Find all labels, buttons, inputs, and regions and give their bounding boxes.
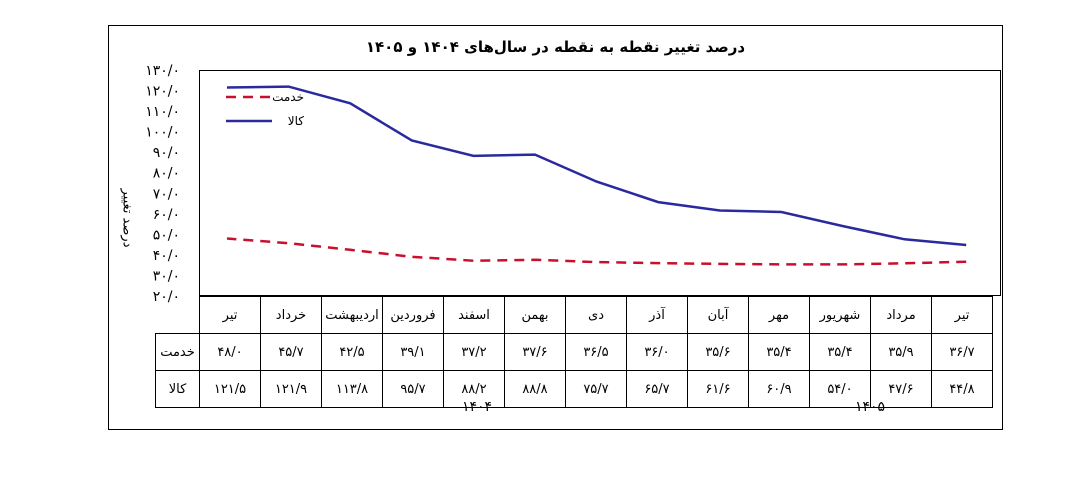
y-axis-label: درصد تغییر xyxy=(119,188,135,248)
table-value-cell: ۴۵/۷ xyxy=(260,333,322,371)
table-value-cell: ۱۱۳/۸ xyxy=(321,370,383,408)
table-month-cell: خرداد xyxy=(260,296,322,334)
table-row-months: تیر مرداد شهریور مهر آبان آذر دی بهمن اسفند فرورد… xyxy=(156,296,993,334)
table-month-cell: مهر xyxy=(748,296,810,334)
table-value-cell: ۳۵/۴ xyxy=(809,333,871,371)
plot-area xyxy=(199,70,1001,296)
table-value-cell: ۴۸/۰ xyxy=(199,333,261,371)
y-tick-label: ۱۲۰/۰ xyxy=(145,84,180,100)
table-month-cell: آبان xyxy=(687,296,749,334)
table-row-header: خدمت xyxy=(155,333,200,371)
table-value-cell: ۴۲/۵ xyxy=(321,333,383,371)
table-month-cell: آذر xyxy=(626,296,688,334)
table-value-cell: ۱۲۱/۵ xyxy=(199,370,261,408)
table-value-cell: ۳۶/۰ xyxy=(626,333,688,371)
year-label-1404: ۱۴۰۴ xyxy=(462,399,493,415)
table-value-cell: ۵۴/۰ xyxy=(809,370,871,408)
y-tick-label: ۱۰۰/۰ xyxy=(145,125,180,141)
y-tick-label: ۸۰/۰ xyxy=(153,166,180,182)
table-month-cell: شهریور xyxy=(809,296,871,334)
y-tick-label: ۱۱۰/۰ xyxy=(145,104,180,120)
chart-frame xyxy=(108,25,1003,430)
y-tick-label: ۳۰/۰ xyxy=(153,268,180,284)
table-value-cell: ۳۵/۹ xyxy=(870,333,932,371)
table-value-cell: ۴۴/۸ xyxy=(931,370,993,408)
table-value-cell: ۳۹/۱ xyxy=(382,333,444,371)
data-table: تیر مرداد شهریور مهر آبان آذر دی بهمن اسفند فرورد… xyxy=(155,296,993,408)
table-value-cell: ۶۰/۹ xyxy=(748,370,810,408)
chart-title: درصد تغییر نقطه به نقطه در سال‌های ۱۴۰۴ … xyxy=(365,38,746,56)
table-month-cell: دی xyxy=(565,296,627,334)
y-tick-label: ۹۰/۰ xyxy=(153,145,180,161)
table-value-cell: ۸۸/۸ xyxy=(504,370,566,408)
y-tick-label: ۴۰/۰ xyxy=(153,248,180,264)
table-month-cell: فروردین xyxy=(382,296,444,334)
table-value-cell: ۱۲۱/۹ xyxy=(260,370,322,408)
table-value-cell: ۷۵/۷ xyxy=(565,370,627,408)
y-tick-label: ۱۳۰/۰ xyxy=(145,63,180,79)
y-tick-label: ۶۰/۰ xyxy=(153,207,180,223)
table-value-cell: ۸۸/۲ xyxy=(443,370,505,408)
table-value-cell: ۳۷/۲ xyxy=(443,333,505,371)
table-row-header: کالا xyxy=(155,370,200,408)
table-month-cell: مرداد xyxy=(870,296,932,334)
y-tick-label: ۵۰/۰ xyxy=(153,227,180,243)
table-value-cell: ۳۵/۴ xyxy=(748,333,810,371)
table-value-cell: ۹۵/۷ xyxy=(382,370,444,408)
table-value-cell: ۶۱/۶ xyxy=(687,370,749,408)
table-value-cell: ۳۵/۶ xyxy=(687,333,749,371)
table-value-cell: ۳۷/۶ xyxy=(504,333,566,371)
legend-label-1: کالا xyxy=(288,114,305,128)
table-month-cell: بهمن xyxy=(504,296,566,334)
table-month-cell: تیر xyxy=(199,296,261,334)
y-tick-label: ۷۰/۰ xyxy=(153,186,180,202)
year-label-1405: ۱۴۰۵ xyxy=(855,399,886,415)
table-value-cell: ۶۵/۷ xyxy=(626,370,688,408)
table-value-cell: ۴۷/۶ xyxy=(870,370,932,408)
table-month-cell: تیر xyxy=(931,296,993,334)
table-value-cell: ۳۶/۷ xyxy=(931,333,993,371)
series-line-0 xyxy=(226,237,967,266)
table-month-cell: اردیبهشت xyxy=(321,296,383,334)
legend-label-0: خدمت xyxy=(272,90,304,104)
table-value-cell: ۳۶/۵ xyxy=(565,333,627,371)
series-line-1 xyxy=(226,85,967,247)
table-corner xyxy=(156,297,200,334)
table-month-cell: اسفند xyxy=(443,296,505,334)
table-row-goods: ۴۴/۸ ۴۷/۶ ۵۴/۰ ۶۰/۹ ۶۱/۶ ۶۵/۷ ۷۵/۷ ۸۸/۸ ۸۸/۲ ۹۵/۷… xyxy=(155,370,993,408)
y-tick-label: ۲۰/۰ xyxy=(153,289,180,305)
table-row-service: ۳۶/۷ ۳۵/۹ ۳۵/۴ ۳۵/۴ ۳۵/۶ ۳۶/۰ ۳۶/۵ ۳۷/۶ ۳۷/۲ ۳۹/۱… xyxy=(155,333,993,371)
